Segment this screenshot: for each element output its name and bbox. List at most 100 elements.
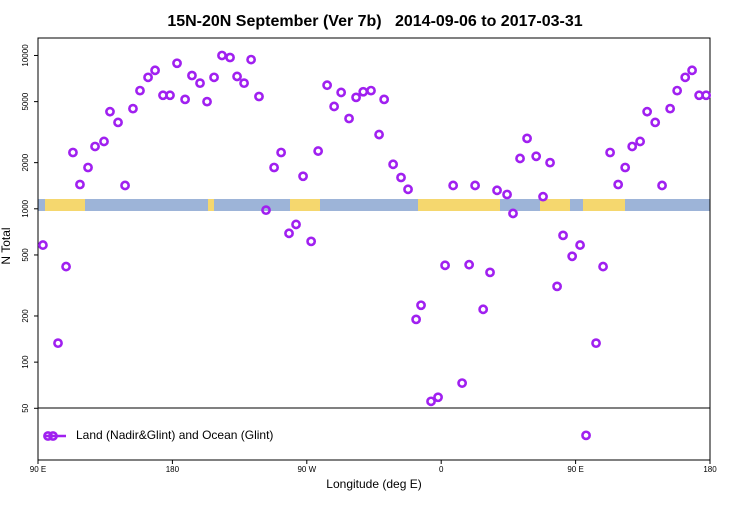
point [209, 72, 219, 83]
point [135, 85, 145, 96]
y-tick-label: 10000 [21, 44, 30, 67]
point [68, 147, 78, 158]
point [485, 267, 495, 278]
point [492, 185, 502, 196]
y-tick-label: 50 [21, 403, 30, 412]
point [433, 392, 443, 403]
point [680, 72, 691, 83]
point [620, 162, 631, 173]
point [457, 378, 468, 388]
legend-marker [48, 431, 58, 441]
point [538, 191, 548, 202]
y-tick-label: 100 [21, 355, 30, 369]
point [627, 141, 638, 152]
point [558, 230, 568, 241]
point [336, 87, 347, 98]
y-tick-label: 200 [21, 309, 30, 323]
y-axis-label: N Total [0, 227, 13, 264]
point [701, 90, 712, 101]
point [99, 136, 109, 147]
point [403, 184, 413, 195]
point [225, 52, 235, 63]
point [83, 162, 93, 173]
point [672, 85, 683, 96]
point [665, 103, 676, 114]
point [180, 94, 190, 105]
point [575, 240, 585, 250]
point [531, 151, 542, 162]
point [366, 85, 376, 96]
legend-marker [43, 431, 53, 441]
point [53, 338, 63, 349]
point [522, 133, 532, 144]
point [351, 92, 361, 103]
y-tick-label: 5000 [21, 92, 30, 110]
point [448, 180, 459, 191]
point [172, 58, 182, 69]
point [650, 117, 661, 128]
point [605, 147, 615, 158]
point [239, 78, 249, 89]
point [90, 141, 100, 152]
point [344, 113, 354, 124]
point [635, 136, 646, 147]
point [143, 72, 153, 83]
point [38, 240, 48, 250]
point [202, 96, 212, 107]
point [657, 180, 667, 191]
point [246, 54, 256, 65]
point [478, 304, 489, 315]
x-tick-label: 180 [166, 465, 180, 474]
point [261, 205, 271, 216]
point [128, 103, 138, 114]
point [396, 172, 406, 183]
point [195, 78, 205, 89]
point [75, 179, 85, 190]
point [187, 70, 197, 81]
x-tick-label: 90 E [567, 465, 583, 474]
point [165, 90, 175, 101]
chart-title: 15N-20N September (Ver 7b) 2014-09-06 to… [167, 13, 582, 30]
point [284, 228, 294, 239]
x-tick-label: 90 W [297, 465, 316, 474]
legend-label: Land (Nadir&Glint) and Ocean (Glint) [76, 428, 273, 442]
point [113, 117, 123, 128]
point [313, 146, 324, 156]
point [306, 236, 317, 247]
point [254, 91, 264, 102]
point [416, 300, 426, 311]
point [567, 251, 578, 262]
point [150, 65, 160, 76]
point [687, 65, 697, 76]
land-ocean-band [38, 199, 710, 211]
point [232, 71, 242, 82]
point [581, 430, 591, 441]
point [374, 129, 384, 140]
point [591, 338, 601, 349]
point [515, 153, 525, 164]
point [545, 157, 555, 168]
point [291, 219, 301, 230]
point [120, 180, 130, 191]
y-tick-label: 1000 [21, 199, 30, 217]
point [642, 106, 653, 117]
point [298, 171, 308, 182]
y-tick-label: 2000 [21, 153, 30, 171]
y-tick-label: 500 [21, 248, 30, 262]
point [502, 189, 512, 200]
point [426, 396, 436, 407]
point [379, 94, 390, 105]
point [322, 80, 333, 91]
point [61, 261, 71, 272]
point [269, 162, 279, 173]
x-tick-label: 180 [703, 465, 717, 474]
point [217, 50, 227, 61]
point [508, 208, 518, 219]
point [411, 314, 422, 325]
point [470, 180, 480, 191]
point [464, 259, 475, 270]
point [329, 101, 340, 112]
point [105, 106, 115, 117]
